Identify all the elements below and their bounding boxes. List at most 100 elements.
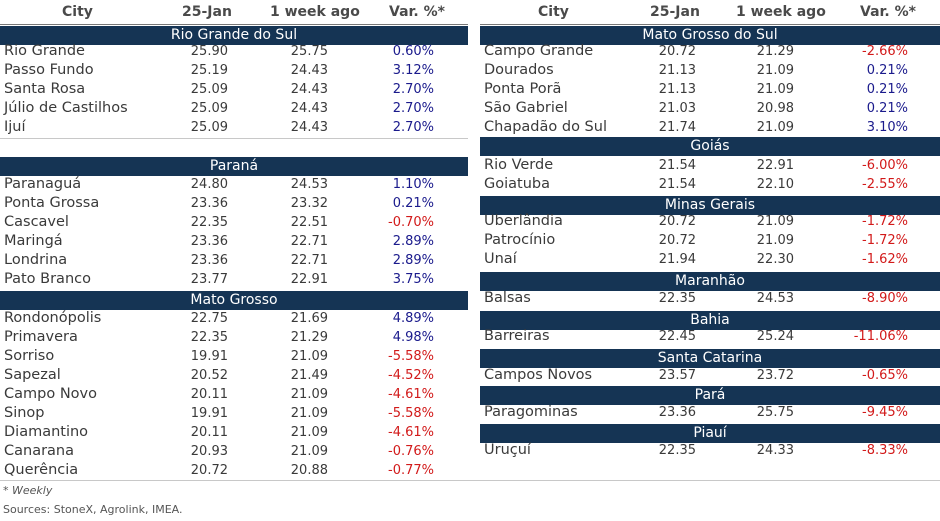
header-previous: 1 week ago — [270, 4, 360, 20]
sources: Sources: StoneX, Agrolink, IMEA. — [3, 503, 183, 516]
header-city: City — [62, 4, 93, 20]
previous-price: 24.33 — [756, 443, 794, 458]
city-name: Primavera — [4, 329, 78, 345]
table-row: Sapezal 20.52 21.49 -4.52% — [0, 366, 468, 385]
header-city: City — [538, 4, 569, 20]
previous-price: 24.43 — [290, 63, 328, 78]
current-price: 21.13 — [658, 63, 696, 78]
table-row: Dourados 21.13 21.09 0.21% — [480, 61, 940, 80]
region-header: Goiás — [480, 137, 940, 156]
current-price: 20.72 — [190, 463, 228, 478]
previous-price: 23.32 — [290, 196, 328, 211]
region-header: Santa Catarina — [480, 349, 940, 368]
previous-price: 24.43 — [290, 120, 328, 135]
city-name: Diamantino — [4, 424, 89, 440]
city-name: Sinop — [4, 405, 45, 421]
previous-price: 24.43 — [290, 101, 328, 116]
current-price: 19.91 — [190, 406, 228, 421]
current-price: 20.11 — [190, 387, 228, 402]
current-price: 23.36 — [190, 253, 228, 268]
current-price: 22.35 — [658, 291, 696, 306]
current-price: 20.11 — [190, 425, 228, 440]
table-row: Júlio de Castilhos 25.09 24.43 2.70% — [0, 99, 468, 118]
current-price: 24.80 — [190, 177, 228, 192]
table-row: Goiatuba 21.54 22.10 -2.55% — [480, 175, 940, 194]
current-price: 20.72 — [658, 233, 696, 248]
current-price: 23.36 — [190, 234, 228, 249]
table-row: Paragominas 23.36 25.75 -9.45% — [480, 403, 940, 422]
variation-percent: -0.70% — [388, 215, 434, 230]
previous-price: 24.53 — [756, 291, 794, 306]
city-name: Rio Verde — [484, 157, 554, 173]
variation-percent: 3.10% — [866, 120, 908, 135]
city-name: Chapadão do Sul — [484, 119, 607, 135]
previous-price: 22.71 — [290, 234, 328, 249]
region-header: Maranhão — [480, 272, 940, 291]
variation-percent: 3.12% — [392, 63, 434, 78]
footer-divider — [0, 480, 940, 481]
current-price: 21.13 — [658, 82, 696, 97]
city-name: Cascavel — [4, 214, 69, 230]
previous-price: 21.09 — [290, 349, 328, 364]
variation-percent: -8.33% — [862, 443, 908, 458]
previous-price: 22.30 — [756, 252, 794, 267]
current-price: 21.54 — [658, 177, 696, 192]
region-header: Rio Grande do Sul — [0, 26, 468, 45]
previous-price: 21.09 — [756, 233, 794, 248]
variation-percent: 3.75% — [392, 272, 434, 287]
table-row: Uberlândia 20.72 21.09 -1.72% — [480, 212, 940, 231]
current-price: 20.93 — [190, 444, 228, 459]
current-price: 21.54 — [658, 158, 696, 173]
current-price: 23.36 — [190, 196, 228, 211]
current-price: 20.72 — [658, 44, 696, 59]
footnote: * Weekly — [3, 484, 53, 497]
city-name: Canarana — [4, 443, 75, 459]
table-row: Campo Novo 20.11 21.09 -4.61% — [0, 385, 468, 404]
variation-percent: -0.76% — [388, 444, 434, 459]
city-name: Unaí — [484, 251, 517, 267]
city-name: Goiatuba — [484, 176, 550, 192]
current-price: 22.75 — [190, 311, 228, 326]
variation-percent: -0.77% — [388, 463, 434, 478]
previous-price: 24.53 — [290, 177, 328, 192]
variation-percent: -4.61% — [388, 387, 434, 402]
current-price: 20.52 — [190, 368, 228, 383]
previous-price: 21.09 — [290, 387, 328, 402]
current-price: 25.09 — [190, 101, 228, 116]
current-price: 22.35 — [190, 330, 228, 345]
variation-percent: 0.21% — [392, 196, 434, 211]
header-current: 25-Jan — [182, 4, 232, 20]
table-row: Diamantino 20.11 21.09 -4.61% — [0, 423, 468, 442]
current-price: 21.03 — [658, 101, 696, 116]
table-row: Santa Rosa 25.09 24.43 2.70% — [0, 80, 468, 99]
header-previous: 1 week ago — [736, 4, 826, 20]
variation-percent: 2.70% — [392, 101, 434, 116]
city-name: Querência — [4, 462, 79, 478]
variation-percent: 0.21% — [866, 63, 908, 78]
city-name: São Gabriel — [484, 100, 568, 116]
variation-percent: 0.60% — [392, 44, 434, 59]
region-header: Piauí — [480, 424, 940, 443]
city-name: Maringá — [4, 233, 63, 249]
table-row: Cascavel 22.35 22.51 -0.70% — [0, 213, 468, 232]
city-name: Dourados — [484, 62, 554, 78]
table-row: Ijuí 25.09 24.43 2.70% — [0, 118, 468, 137]
variation-percent: 2.70% — [392, 82, 434, 97]
variation-percent: 4.98% — [392, 330, 434, 345]
variation-percent: -4.52% — [388, 368, 434, 383]
region-header: Mato Grosso do Sul — [480, 26, 940, 45]
variation-percent: -11.06% — [853, 329, 908, 344]
city-name: Paragominas — [484, 404, 578, 420]
current-price: 22.35 — [658, 443, 696, 458]
previous-price: 21.09 — [756, 120, 794, 135]
previous-price: 21.09 — [756, 82, 794, 97]
city-name: Santa Rosa — [4, 81, 86, 97]
city-name: Balsas — [484, 290, 531, 306]
table-row: Sinop 19.91 21.09 -5.58% — [0, 404, 468, 423]
variation-percent: 0.21% — [866, 101, 908, 116]
variation-percent: 0.21% — [866, 82, 908, 97]
previous-price: 21.29 — [290, 330, 328, 345]
city-name: Rondonópolis — [4, 310, 102, 326]
previous-price: 21.09 — [756, 63, 794, 78]
table-row: Campos Novos 23.57 23.72 -0.65% — [480, 366, 940, 385]
